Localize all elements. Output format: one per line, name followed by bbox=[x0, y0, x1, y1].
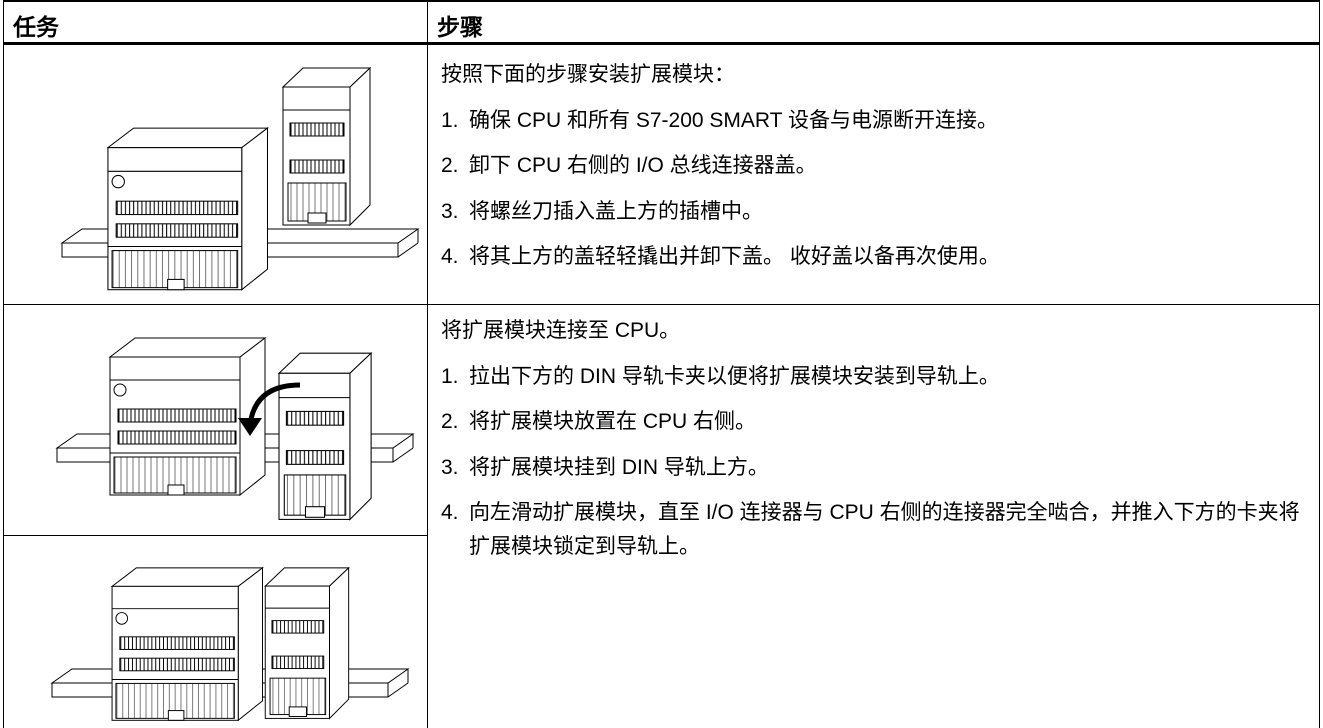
row-rule bbox=[3, 304, 1320, 305]
step: 1. 确保 CPU 和所有 S7-200 SMART 设备与电源断开连接。 bbox=[427, 98, 1320, 144]
steps-cell: 将扩展模块连接至 CPU。 1. 拉出下方的 DIN 导轨卡夹以便将扩展模块安装到导… bbox=[427, 308, 1320, 569]
step: 3. 将扩展模块挂到 DIN 导轨上方。 bbox=[427, 445, 1320, 491]
step: 2. 卸下 CPU 右侧的 I/O 总线连接器盖。 bbox=[427, 143, 1320, 189]
step-number: 4. bbox=[441, 501, 459, 524]
header-cell: 任务 bbox=[13, 14, 59, 40]
steps-cell: 按照下面的步骤安装扩展模块： 1. 确保 CPU 和所有 S7-200 SMART … bbox=[427, 52, 1320, 280]
step: 4. 将其上方的盖轻轻撬出并卸下盖。 收好盖以备再次使用。 bbox=[427, 234, 1320, 280]
step-text: 确保 CPU 和所有 S7-200 SMART 设备与电源断开连接。 bbox=[469, 108, 998, 132]
border bbox=[1319, 0, 1320, 728]
step-text: 向左滑动扩展模块，直至 I/O 连接器与 CPU 右侧的连接器完全啮合，并推入下… bbox=[469, 501, 1300, 558]
step-text: 将扩展模块放置在 CPU 右侧。 bbox=[469, 410, 757, 433]
step-text: 将其上方的盖轻轻撬出并卸下盖。 收好盖以备再次使用。 bbox=[469, 245, 1000, 268]
step: 3. 将螺丝刀插入盖上方的插槽中。 bbox=[427, 189, 1320, 235]
border bbox=[3, 0, 4, 728]
header-rule bbox=[3, 42, 1320, 45]
step-text: 将螺丝刀插入盖上方的插槽中。 bbox=[469, 199, 763, 223]
step: 1. 拉出下方的 DIN 导轨卡夹以便将扩展模块安装到导轨上。 bbox=[427, 354, 1320, 400]
border bbox=[3, 0, 1320, 2]
row-rule bbox=[3, 535, 427, 536]
step-number: 3. bbox=[441, 199, 459, 223]
column-rule bbox=[427, 0, 428, 728]
step-number: 2. bbox=[441, 154, 459, 177]
step-text: 卸下 CPU 右侧的 I/O 总线连接器盖。 bbox=[469, 154, 817, 177]
step-number: 1. bbox=[441, 108, 459, 132]
step-number: 2. bbox=[441, 410, 459, 433]
step: 2. 将扩展模块放置在 CPU 右侧。 bbox=[427, 399, 1320, 445]
step: 4. 向左滑动扩展模块，直至 I/O 连接器与 CPU 右侧的连接器完全啮合，并推… bbox=[427, 490, 1320, 569]
header-cell: 步骤 bbox=[437, 14, 483, 40]
step-number: 3. bbox=[441, 455, 459, 479]
intro: 将扩展模块连接至 CPU。 bbox=[441, 319, 681, 342]
step-text: 将扩展模块挂到 DIN 导轨上方。 bbox=[469, 455, 769, 479]
step-number: 4. bbox=[441, 245, 459, 268]
step-number: 1. bbox=[441, 364, 459, 388]
step-text: 拉出下方的 DIN 导轨卡夹以便将扩展模块安装到导轨上。 bbox=[469, 364, 1000, 388]
intro: 按照下面的步骤安装扩展模块： bbox=[441, 63, 735, 86]
